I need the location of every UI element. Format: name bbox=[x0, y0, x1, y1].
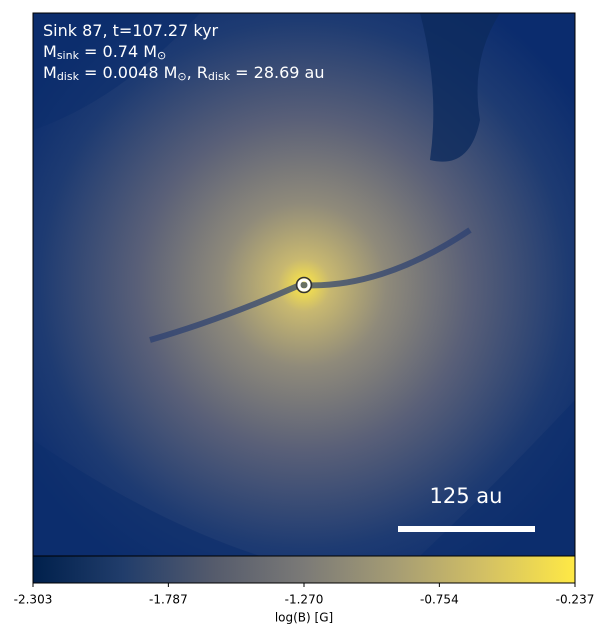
annotation-subscript: ⊙ bbox=[157, 49, 166, 62]
colorbar-tick-label: -0.237 bbox=[556, 593, 595, 607]
annotation-text: M bbox=[43, 63, 57, 82]
field-image bbox=[33, 13, 575, 556]
annotation-text: M bbox=[43, 42, 57, 61]
annotation-text: , R bbox=[187, 63, 208, 82]
colorbar-tick-label: -2.303 bbox=[14, 593, 53, 607]
scale-bar bbox=[398, 526, 535, 532]
colorbar-tick-label: -0.754 bbox=[420, 593, 459, 607]
colorbar-tick-label: -1.787 bbox=[149, 593, 188, 607]
annotation-text: = 0.74 M bbox=[79, 42, 157, 61]
annotation-text: = 28.69 au bbox=[230, 63, 324, 82]
colorbar bbox=[32, 555, 576, 584]
sink-marker-outline bbox=[295, 276, 313, 294]
scale-bar-label: 125 au bbox=[430, 484, 503, 508]
annotation-subscript: disk bbox=[208, 70, 231, 83]
annotation: Sink 87, t=107.27 kyr bbox=[43, 21, 219, 40]
colorbar-label: log(B) [G] bbox=[275, 611, 333, 625]
annotation-text: Sink 87, t=107.27 kyr bbox=[43, 21, 219, 40]
annotation-text: = 0.0048 M bbox=[79, 63, 177, 82]
sink-marker bbox=[297, 278, 311, 292]
colorbar-tick-label: -1.270 bbox=[285, 593, 324, 607]
annotation: Msink = 0.74 M⊙ bbox=[43, 42, 166, 63]
annotation-subscript: ⊙ bbox=[177, 70, 186, 83]
annotation: Mdisk = 0.0048 M⊙, Rdisk = 28.69 au bbox=[43, 63, 324, 84]
annotation-subscript: disk bbox=[57, 70, 80, 83]
annotation-subscript: sink bbox=[57, 49, 80, 62]
